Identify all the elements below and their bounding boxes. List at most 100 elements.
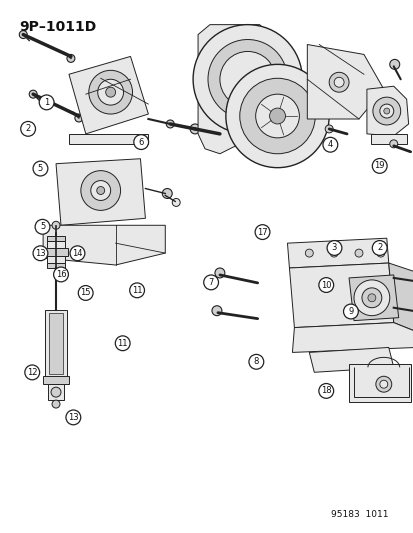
FancyBboxPatch shape — [47, 263, 65, 268]
Text: 15: 15 — [80, 288, 91, 297]
Polygon shape — [56, 159, 145, 225]
Circle shape — [33, 246, 48, 261]
Circle shape — [52, 221, 60, 229]
Circle shape — [333, 77, 343, 87]
Text: 6: 6 — [138, 138, 144, 147]
Circle shape — [325, 125, 332, 133]
Circle shape — [129, 283, 144, 298]
Circle shape — [375, 376, 391, 392]
Circle shape — [39, 95, 54, 110]
Circle shape — [379, 104, 393, 118]
Circle shape — [51, 387, 61, 397]
Text: 3: 3 — [331, 244, 336, 253]
Circle shape — [214, 268, 224, 278]
Text: 11: 11 — [117, 339, 128, 348]
Circle shape — [81, 171, 120, 211]
Text: 14: 14 — [72, 249, 83, 258]
Polygon shape — [289, 263, 393, 328]
Circle shape — [248, 354, 263, 369]
Circle shape — [192, 25, 301, 134]
Circle shape — [326, 240, 341, 255]
Circle shape — [361, 288, 381, 308]
Polygon shape — [348, 275, 398, 321]
FancyBboxPatch shape — [49, 313, 63, 374]
Circle shape — [372, 97, 400, 125]
Text: 2: 2 — [26, 124, 31, 133]
Text: 5: 5 — [38, 164, 43, 173]
Circle shape — [211, 306, 221, 316]
Circle shape — [75, 114, 83, 122]
Polygon shape — [388, 263, 413, 333]
Circle shape — [19, 30, 27, 38]
Circle shape — [207, 39, 287, 119]
Text: 10: 10 — [320, 280, 331, 289]
Circle shape — [97, 79, 123, 105]
FancyBboxPatch shape — [47, 256, 65, 263]
Text: 18: 18 — [320, 386, 331, 395]
Circle shape — [389, 59, 399, 69]
Polygon shape — [370, 134, 406, 144]
Polygon shape — [309, 348, 393, 372]
Circle shape — [305, 249, 313, 257]
Text: 17: 17 — [256, 228, 267, 237]
Circle shape — [269, 108, 285, 124]
Circle shape — [190, 124, 199, 134]
FancyBboxPatch shape — [47, 241, 65, 248]
Circle shape — [66, 410, 81, 425]
Circle shape — [97, 187, 104, 195]
Circle shape — [354, 249, 362, 257]
Text: 8: 8 — [253, 357, 259, 366]
Polygon shape — [43, 225, 165, 265]
Text: 12: 12 — [27, 368, 38, 377]
Circle shape — [52, 400, 60, 408]
Circle shape — [379, 380, 387, 388]
Circle shape — [353, 280, 389, 316]
Text: 19: 19 — [374, 161, 384, 171]
Circle shape — [21, 122, 36, 136]
Circle shape — [78, 286, 93, 301]
Polygon shape — [197, 25, 269, 154]
Circle shape — [328, 72, 348, 92]
Circle shape — [105, 87, 115, 97]
Circle shape — [219, 52, 275, 107]
Circle shape — [318, 384, 333, 398]
Text: 1: 1 — [44, 98, 49, 107]
Circle shape — [371, 158, 386, 173]
Circle shape — [239, 78, 315, 154]
Circle shape — [172, 198, 180, 206]
Polygon shape — [69, 134, 148, 144]
FancyBboxPatch shape — [45, 310, 67, 377]
Text: 16: 16 — [56, 270, 66, 279]
Circle shape — [25, 365, 40, 380]
FancyBboxPatch shape — [44, 248, 68, 256]
Circle shape — [90, 181, 110, 200]
Circle shape — [162, 189, 172, 198]
Polygon shape — [306, 44, 383, 119]
Text: 4: 4 — [327, 140, 332, 149]
FancyBboxPatch shape — [47, 236, 65, 241]
Text: 5: 5 — [40, 222, 45, 231]
Circle shape — [29, 90, 37, 98]
Circle shape — [133, 135, 148, 149]
Text: 11: 11 — [131, 286, 142, 295]
FancyBboxPatch shape — [43, 376, 69, 384]
Circle shape — [367, 294, 375, 302]
Circle shape — [254, 225, 269, 239]
Circle shape — [389, 140, 397, 148]
Circle shape — [376, 249, 384, 257]
Text: 9: 9 — [347, 307, 353, 316]
Text: 2: 2 — [376, 244, 382, 253]
Polygon shape — [292, 322, 413, 352]
Text: 9P–1011D: 9P–1011D — [19, 20, 96, 34]
Polygon shape — [287, 238, 388, 268]
FancyBboxPatch shape — [48, 384, 64, 400]
Circle shape — [115, 336, 130, 351]
Circle shape — [371, 240, 386, 255]
Circle shape — [255, 94, 299, 138]
Circle shape — [54, 267, 68, 282]
Circle shape — [330, 249, 337, 257]
Circle shape — [33, 161, 48, 176]
Circle shape — [35, 220, 50, 234]
Circle shape — [166, 120, 174, 128]
Circle shape — [225, 64, 328, 168]
